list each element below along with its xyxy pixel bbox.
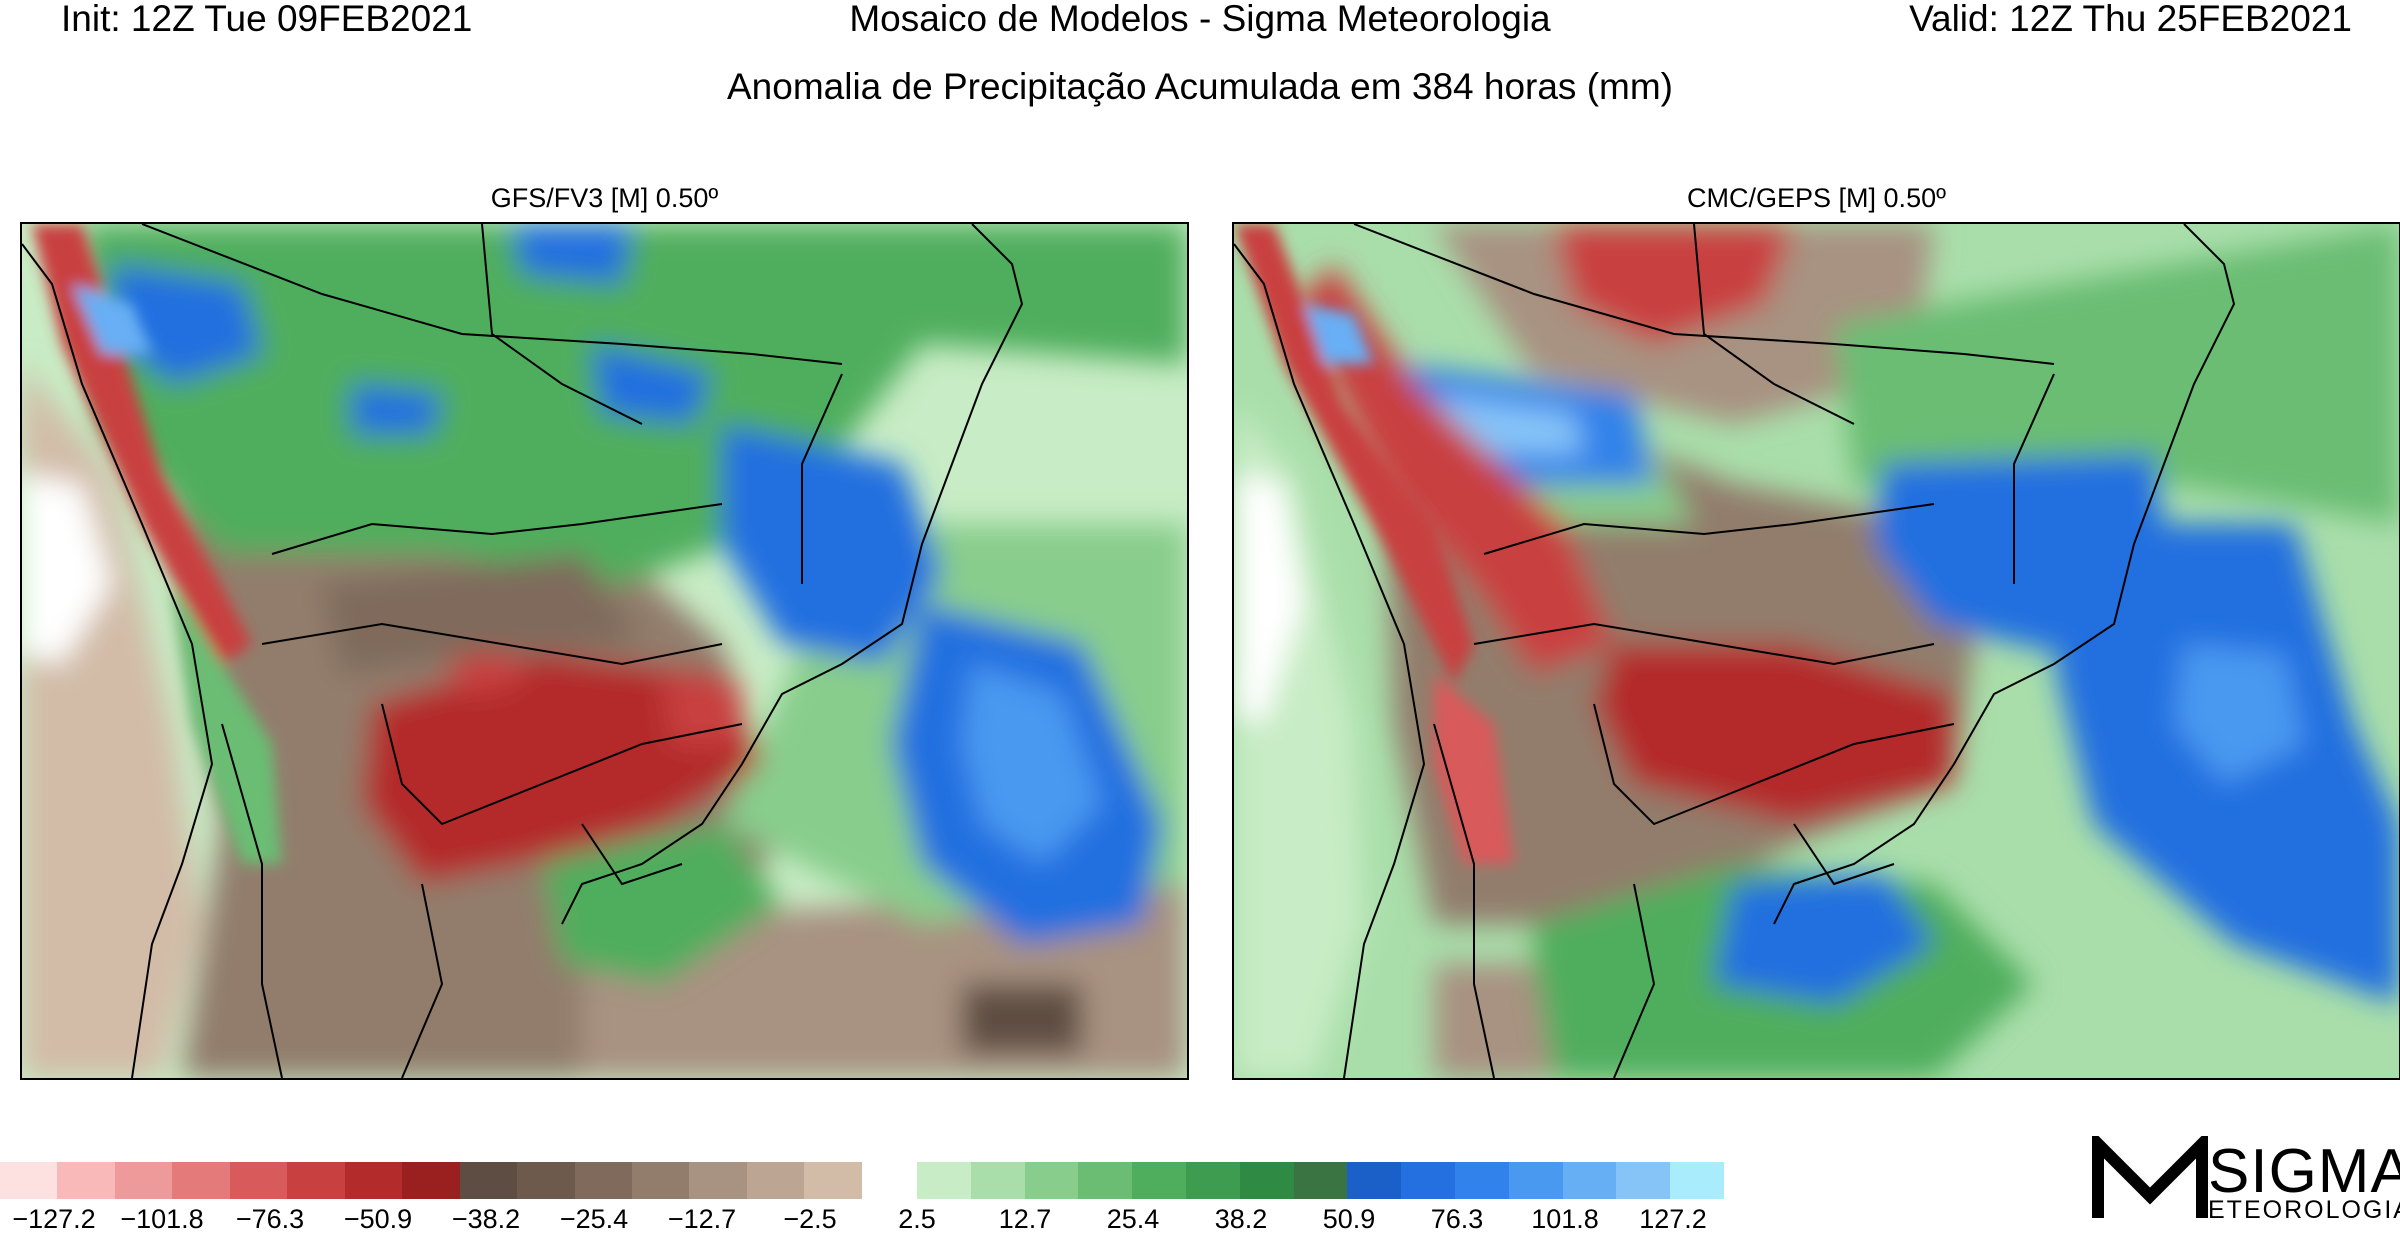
colorbar-negative-swatch-1	[57, 1162, 115, 1199]
colorbar-label: 38.2	[1214, 1204, 1268, 1234]
colorbar-positive-swatch-6	[1239, 1162, 1294, 1199]
colorbar-negative-swatch-0	[0, 1162, 58, 1199]
colorbar-label: −2.5	[783, 1204, 837, 1234]
colorbar-label: 101.8	[1531, 1204, 1599, 1234]
colorbar-positive-swatch-3	[1078, 1162, 1133, 1199]
colorbar-label: −12.7	[667, 1204, 737, 1234]
anomaly-field-cmc	[1234, 224, 2399, 1078]
map-title: Mosaico de Modelos - Sigma Meteorologia	[849, 0, 1551, 39]
colorbar-positive-swatch-5	[1185, 1162, 1240, 1199]
colorbar-label: −101.8	[120, 1204, 204, 1234]
colorbar-negative-swatch-11	[631, 1162, 690, 1199]
andes-anomaly-cmc	[1234, 224, 1514, 864]
valid-time: Valid: 12Z Thu 25FEB2021	[1909, 0, 2352, 39]
colorbar-label: −50.9	[343, 1204, 413, 1234]
colorbar-negative-swatch-14	[804, 1162, 862, 1199]
map-subtitle: Anomalia de Precipitação Acumulada em 38…	[726, 66, 1673, 107]
colorbar-negative-swatch-3	[172, 1162, 230, 1199]
sigma-logo-icon	[2092, 1136, 2208, 1218]
colorbar-negative-swatch-7	[402, 1162, 460, 1199]
colorbar-label: −127.2	[12, 1204, 96, 1234]
colorbar-label: 76.3	[1430, 1204, 1484, 1234]
colorbar-label: 2.5	[898, 1204, 936, 1234]
coastline-cmc	[1234, 224, 2236, 1078]
colorbar-negative-swatch-12	[689, 1162, 747, 1199]
colorbar-label: 127.2	[1639, 1204, 1707, 1234]
colorbar-negative-swatch-13	[746, 1162, 805, 1199]
panel-title-cmc: CMC/GEPS [M] 0.50º	[1687, 183, 1946, 213]
colorbar-label: 50.9	[1322, 1204, 1376, 1234]
colorbar-positive-swatch-14	[1670, 1162, 1724, 1199]
coastline-gfs	[22, 224, 1024, 1078]
panel-title-gfs: GFS/FV3 [M] 0.50º	[490, 183, 719, 213]
andes-anomaly-gfs	[32, 224, 282, 864]
colorbar-label: −76.3	[235, 1204, 305, 1234]
colorbar-positive-swatch-13	[1616, 1162, 1671, 1199]
logo-subtitle: ETEOROLOGIA	[2208, 1196, 2400, 1224]
colorbar-positive-swatch-2	[1024, 1162, 1079, 1199]
colorbar-negative-swatch-4	[229, 1162, 288, 1199]
colorbar-positive-swatch-1	[970, 1162, 1025, 1199]
colorbar-positive-swatch-9	[1401, 1162, 1455, 1199]
colorbar-label: −38.2	[451, 1204, 521, 1234]
colorbar-positive-swatch-7	[1293, 1162, 1348, 1199]
colorbar-positive-swatch-0	[917, 1162, 971, 1199]
colorbar-label: 25.4	[1106, 1204, 1160, 1234]
init-time: Init: 12Z Tue 09FEB2021	[61, 0, 473, 39]
colorbar-positive-swatch-12	[1562, 1162, 1617, 1199]
map-panel-gfs	[20, 222, 1189, 1080]
map-panel-cmc	[1232, 222, 2400, 1080]
colorbar-negative-swatch-8	[459, 1162, 518, 1199]
colorbar-label: 12.7	[998, 1204, 1052, 1234]
colorbar-negative-swatch-5	[287, 1162, 345, 1199]
colorbar-negative-swatch-6	[344, 1162, 403, 1199]
colorbar-negative-swatch-2	[114, 1162, 173, 1199]
colorbar-label: −25.4	[559, 1204, 629, 1234]
anomaly-field-gfs	[22, 224, 1187, 1078]
colorbar-negative	[0, 1162, 862, 1199]
colorbar-negative-swatch-10	[574, 1162, 632, 1199]
colorbar-positive	[917, 1162, 1724, 1199]
logo-word: SIGMA	[2208, 1137, 2400, 1206]
colorbar-positive-swatch-11	[1508, 1162, 1563, 1199]
colorbar-negative-swatch-9	[517, 1162, 575, 1199]
colorbar-positive-swatch-8	[1347, 1162, 1402, 1199]
colorbar-positive-swatch-10	[1454, 1162, 1509, 1199]
colorbar-positive-swatch-4	[1132, 1162, 1186, 1199]
